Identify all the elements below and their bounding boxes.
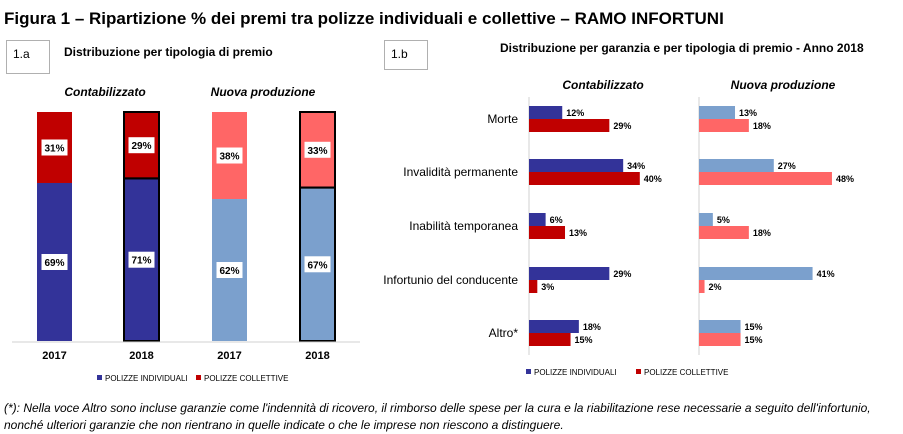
category-label: Altro* <box>489 326 519 340</box>
data-label: 15% <box>745 322 763 332</box>
panel-id-1b: 1.b <box>384 40 428 70</box>
data-label: 41% <box>817 269 835 279</box>
legend-label-collettive: POLIZZE COLLETTIVE <box>204 374 288 383</box>
group-label: Contabilizzato <box>64 85 145 99</box>
x-tick-label: 2018 <box>305 350 329 362</box>
legend-swatch-individuali <box>97 375 102 380</box>
bar-individuali <box>699 320 741 333</box>
data-label: 34% <box>627 161 645 171</box>
data-label-box <box>41 253 68 270</box>
bar-collettive <box>529 226 566 239</box>
data-label: 29% <box>131 141 151 152</box>
legend-label-collettive: POLIZZE COLLETTIVE <box>644 368 728 377</box>
data-label: 33% <box>307 146 327 157</box>
bar-individuali <box>529 267 610 280</box>
data-label-box <box>304 256 331 273</box>
data-label: 29% <box>613 269 631 279</box>
category-label: Infortunio del conducente <box>383 273 518 287</box>
data-label: 15% <box>575 335 593 345</box>
data-label: 5% <box>717 215 730 225</box>
bar-individuali <box>699 159 774 172</box>
bar-collettive <box>529 119 610 132</box>
chart-1b: Contabilizzato Nuova produzione Morte 12% 29… <box>383 78 854 377</box>
bar-individuali <box>529 106 563 119</box>
legend-label-individuali: POLIZZE INDIVIDUALI <box>534 368 617 377</box>
data-label: 71% <box>131 256 151 267</box>
data-label-box <box>41 139 68 156</box>
data-label: 13% <box>569 228 587 238</box>
chart-1a: Contabilizzato Nuova produzione 31% 69% 2017… <box>12 85 360 383</box>
bar-individuali <box>529 320 579 333</box>
footnote: (*): Nella voce Altro sono incluse garan… <box>4 401 871 432</box>
category-label: Inabilità temporanea <box>409 219 518 233</box>
panel-label: Nuova produzione <box>731 78 836 92</box>
chart-1a-title: Distribuzione per tipologia di premio <box>64 45 273 59</box>
data-label-box <box>304 141 331 158</box>
bar-individuali <box>529 213 546 226</box>
bar-individuali <box>699 267 813 280</box>
x-tick-label: 2018 <box>129 350 153 362</box>
data-label-box <box>128 137 155 154</box>
x-tick-label: 2017 <box>217 350 241 362</box>
bar-individuali <box>529 159 624 172</box>
group-label: Nuova produzione <box>211 85 316 99</box>
bar-collettive <box>529 172 640 185</box>
data-label-box <box>128 251 155 268</box>
bar-individuali <box>699 106 736 119</box>
data-label: 40% <box>644 174 662 184</box>
legend-label-individuali: POLIZZE INDIVIDUALI <box>105 374 188 383</box>
panel-id-label: 1.a <box>13 47 30 61</box>
data-label: 12% <box>566 108 584 118</box>
panel-id-1a: 1.a <box>6 40 50 74</box>
category-label: Invalidità permanente <box>403 165 518 179</box>
data-label: 18% <box>583 322 601 332</box>
data-label-box <box>216 147 243 164</box>
bar-outline <box>123 177 160 342</box>
bar-collettive <box>699 280 705 293</box>
data-label: 6% <box>550 215 563 225</box>
data-label: 18% <box>753 121 771 131</box>
category-label: Morte <box>487 112 518 126</box>
data-label: 62% <box>219 266 239 277</box>
bar-collettive <box>529 280 538 293</box>
x-tick-label: 2017 <box>42 350 66 362</box>
data-label: 67% <box>307 260 327 271</box>
data-label: 27% <box>778 161 796 171</box>
data-label: 69% <box>44 258 64 269</box>
legend-swatch-collettive <box>196 375 201 380</box>
bar-individuali <box>699 213 713 226</box>
panel-id-label: 1.b <box>391 47 408 61</box>
data-label: 29% <box>613 121 631 131</box>
legend-swatch-collettive <box>636 369 641 374</box>
data-label: 48% <box>836 174 854 184</box>
data-label: 2% <box>709 282 722 292</box>
data-label: 3% <box>541 282 554 292</box>
data-label: 18% <box>753 228 771 238</box>
chart-1b-title: Distribuzione per garanzia e per tipolog… <box>500 41 864 55</box>
data-label-box <box>216 262 243 279</box>
data-label: 13% <box>739 108 757 118</box>
bar-collettive <box>699 172 832 185</box>
legend-swatch-individuali <box>526 369 531 374</box>
data-label: 15% <box>745 335 763 345</box>
bar-collettive <box>699 333 741 346</box>
data-label: 31% <box>44 143 64 154</box>
panel-label: Contabilizzato <box>562 78 643 92</box>
data-label: 38% <box>219 152 239 163</box>
bar-outline <box>299 186 336 342</box>
figure-title: Figura 1 – Ripartizione % dei premi tra … <box>4 9 724 28</box>
bar-collettive <box>529 333 571 346</box>
bar-collettive <box>699 119 749 132</box>
bar-collettive <box>699 226 749 239</box>
